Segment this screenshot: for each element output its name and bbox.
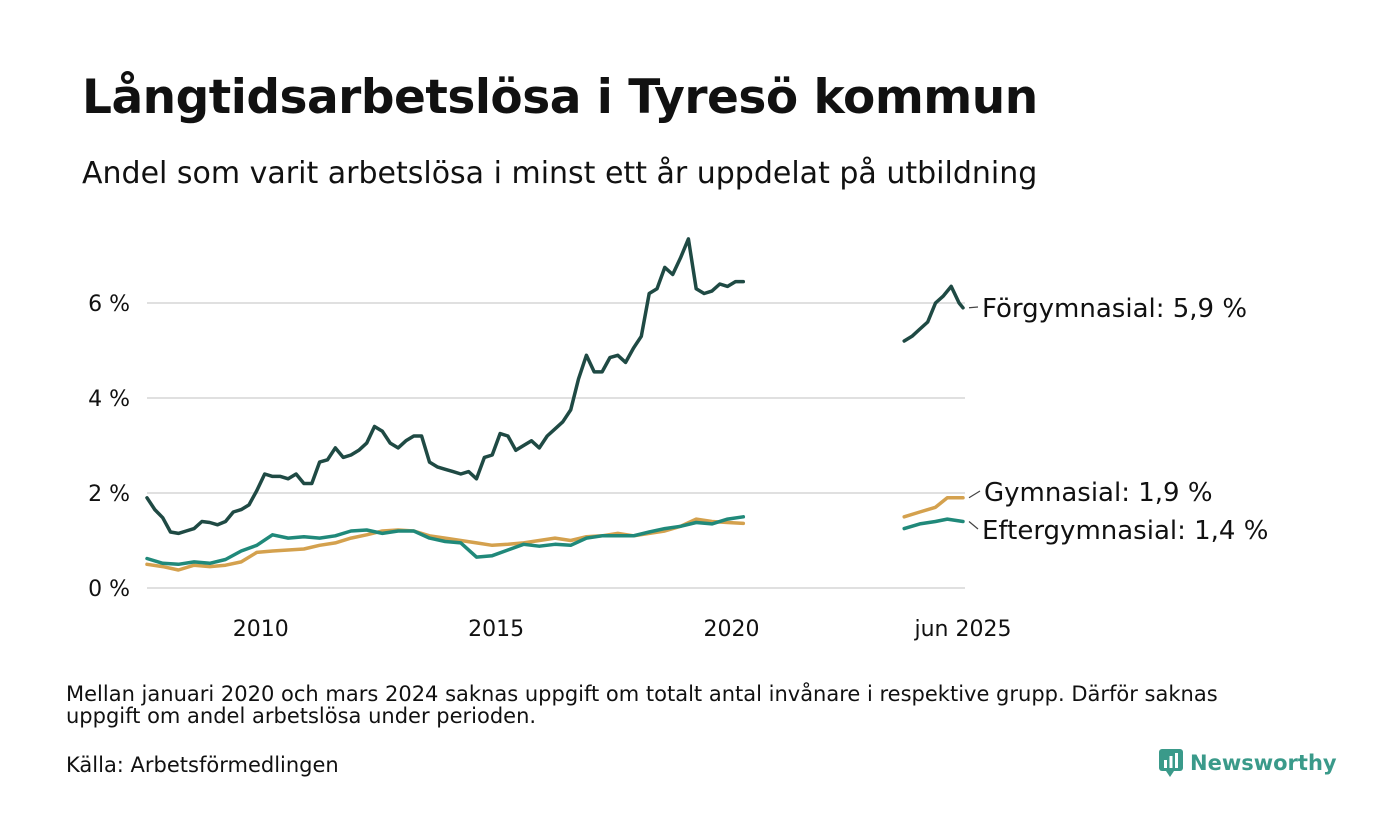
y-tick-label: 2 % [88, 482, 130, 507]
series-end-label: Förgymnasial: 5,9 % [982, 294, 1247, 324]
series-lines [145, 237, 965, 572]
x-tick-label: jun 2025 [914, 617, 1012, 642]
source-text: Källa: Arbetsförmedlingen [66, 753, 339, 777]
line-chart: 0 % 2 % 4 % 6 % 2010 2015 2020 jun 2025 Förgym… [88, 237, 1268, 642]
chart-subtitle: Andel som varit arbetslösa i minst ett å… [82, 156, 1038, 191]
newsworthy-icon [1159, 749, 1183, 777]
y-tick-label: 6 % [88, 292, 130, 317]
x-axis-labels: 2010 2015 2020 jun 2025 [233, 617, 1012, 642]
x-tick-label: 2015 [468, 617, 524, 642]
label-leader-line [968, 521, 979, 530]
x-tick-label: 2010 [233, 617, 289, 642]
x-tick-label: 2020 [704, 617, 760, 642]
y-tick-label: 4 % [88, 387, 130, 412]
y-tick-label: 0 % [88, 577, 130, 602]
newsworthy-logo: Newsworthy [1158, 748, 1337, 778]
brand-name: Newsworthy [1190, 751, 1337, 775]
series-line-förgymnasial [145, 237, 746, 536]
y-axis-labels: 0 % 2 % 4 % 6 % [88, 292, 130, 602]
series-line-eftergymnasial [145, 515, 746, 567]
series-line-eftergymnasial [902, 517, 965, 531]
gridlines [147, 302, 965, 589]
series-line-gymnasial [145, 517, 746, 572]
chart-title: Långtidsarbetslösa i Tyresö kommun [82, 70, 1038, 125]
series-end-labels: Förgymnasial: 5,9 % Gymnasial: 1,9 % Efter… [968, 294, 1268, 546]
label-leader-line [968, 306, 979, 309]
series-line-gymnasial [902, 496, 965, 519]
footnote: Mellan januari 2020 och mars 2024 saknas… [66, 682, 1218, 728]
series-end-label: Eftergymnasial: 1,4 % [982, 516, 1268, 546]
series-end-label: Gymnasial: 1,9 % [984, 478, 1213, 508]
series-line-förgymnasial [902, 284, 965, 343]
label-leader-line [968, 490, 981, 499]
